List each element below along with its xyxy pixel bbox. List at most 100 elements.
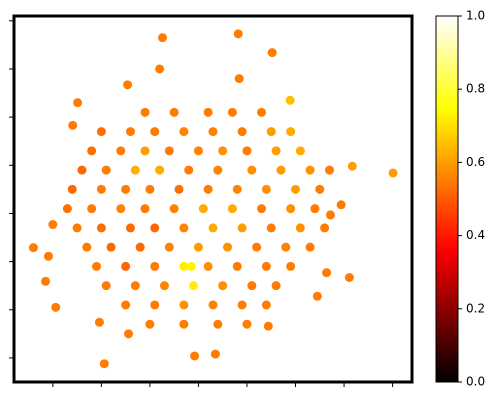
point — [237, 127, 247, 137]
point — [121, 300, 131, 310]
point — [223, 242, 233, 252]
point — [286, 261, 296, 271]
point — [208, 127, 218, 137]
point — [266, 127, 276, 137]
point — [179, 261, 189, 271]
point — [237, 223, 247, 233]
point — [247, 281, 257, 291]
point — [285, 95, 295, 105]
point — [125, 223, 135, 233]
point — [208, 223, 218, 233]
point — [82, 242, 92, 252]
point — [218, 281, 228, 291]
colorbar — [435, 15, 459, 383]
point — [233, 29, 243, 39]
point — [164, 242, 174, 252]
point — [263, 321, 273, 331]
point — [159, 281, 169, 291]
point — [315, 184, 325, 194]
point — [145, 319, 155, 329]
point — [101, 165, 111, 175]
colorbar-tick-label: 0.6 — [466, 155, 485, 169]
point — [320, 223, 330, 233]
point — [190, 351, 200, 361]
point — [87, 146, 97, 156]
point — [169, 107, 179, 117]
plot-frame — [12, 14, 414, 384]
point — [179, 300, 189, 310]
point — [140, 204, 150, 214]
point — [96, 223, 106, 233]
point — [193, 242, 203, 252]
point — [184, 165, 194, 175]
point — [237, 300, 247, 310]
point — [198, 204, 208, 214]
point — [218, 146, 228, 156]
point — [208, 300, 218, 310]
point — [116, 146, 126, 156]
point — [261, 300, 271, 310]
point — [257, 107, 267, 117]
colorbar-tick-label: 0.4 — [466, 228, 485, 242]
point — [267, 48, 277, 58]
point — [92, 261, 102, 271]
point — [87, 204, 97, 214]
point — [295, 223, 305, 233]
point — [388, 168, 398, 178]
point — [140, 146, 150, 156]
point — [150, 223, 160, 233]
point — [130, 165, 140, 175]
point — [150, 300, 160, 310]
point — [77, 165, 87, 175]
point — [261, 184, 271, 194]
point — [310, 204, 320, 214]
point — [336, 200, 346, 210]
point — [232, 184, 242, 194]
point — [94, 317, 104, 327]
point — [145, 184, 155, 194]
point — [130, 281, 140, 291]
point — [281, 242, 291, 252]
point — [150, 127, 160, 137]
point — [266, 223, 276, 233]
point — [257, 204, 267, 214]
point — [101, 281, 111, 291]
point — [72, 223, 82, 233]
point — [242, 319, 252, 329]
point — [140, 107, 150, 117]
point — [242, 146, 252, 156]
colorbar-tick-label: 1.0 — [466, 9, 485, 23]
point — [295, 146, 305, 156]
point — [203, 184, 213, 194]
point — [291, 184, 301, 194]
point — [43, 251, 53, 261]
point — [155, 64, 165, 74]
point — [67, 184, 77, 194]
point — [344, 272, 354, 282]
point — [347, 161, 357, 171]
point — [169, 204, 179, 214]
point — [68, 120, 78, 130]
point — [155, 165, 165, 175]
point — [28, 243, 38, 253]
point — [189, 281, 199, 291]
point — [325, 210, 335, 220]
point — [158, 33, 168, 43]
point — [186, 261, 196, 271]
colorbar-tick-label: 0.0 — [466, 375, 485, 389]
colorbar-tick-label: 0.2 — [466, 301, 485, 315]
point — [174, 184, 184, 194]
point — [164, 146, 174, 156]
point — [62, 204, 72, 214]
point — [96, 184, 106, 194]
point — [150, 261, 160, 271]
point — [203, 107, 213, 117]
point — [227, 204, 237, 214]
point — [121, 184, 131, 194]
point — [125, 127, 135, 137]
point — [286, 204, 296, 214]
point — [252, 242, 262, 252]
point — [179, 319, 189, 329]
point — [51, 302, 61, 312]
